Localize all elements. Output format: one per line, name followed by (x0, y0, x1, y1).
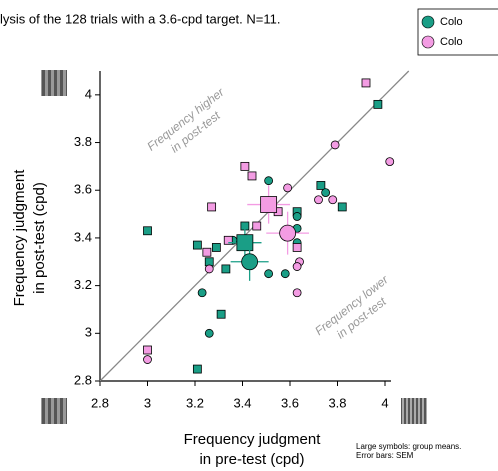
y-tick-label: 4 (85, 86, 92, 101)
point (247, 171, 257, 181)
y-tick-label: 2.8 (74, 372, 92, 387)
grating-icon (41, 398, 67, 424)
point (204, 328, 214, 338)
legend-label: Colo (440, 36, 463, 48)
x-tick-label: 2.8 (91, 395, 109, 410)
y-axis-label: in post-test (cpd) (31, 182, 48, 294)
point (211, 243, 221, 252)
mean-point (279, 224, 297, 242)
point (221, 264, 231, 274)
x-tick-label: 3.2 (186, 395, 204, 410)
point (292, 212, 302, 221)
point (314, 195, 323, 205)
x-tick-label: 3.4 (233, 395, 251, 410)
y-tick-label: 3.4 (74, 229, 92, 244)
legend-marker (421, 35, 435, 49)
point (328, 195, 338, 205)
point (143, 355, 152, 364)
point (337, 202, 347, 212)
point (192, 364, 202, 374)
y-tick-label: 3.2 (74, 277, 92, 292)
point (143, 345, 152, 355)
point (204, 264, 214, 274)
y-tick-label: 3.8 (74, 134, 92, 149)
point (202, 247, 212, 257)
y-tick-label: 3 (85, 325, 92, 340)
x-tick-label: 3.8 (328, 395, 346, 410)
y-tick-label: 3.6 (74, 182, 92, 197)
x-tick-label: 3 (144, 395, 151, 410)
mean-point (236, 234, 254, 252)
legend-marker (421, 15, 435, 29)
point (264, 176, 274, 186)
mean-point (260, 196, 278, 213)
chart-title: lysis of the 128 trials with a 3.6-cpd t… (0, 11, 280, 26)
note: Error bars: SEM (356, 451, 414, 460)
point (316, 181, 326, 190)
grating-icon (401, 398, 427, 424)
legend-label: Colo (440, 16, 463, 28)
grating-icon (41, 70, 67, 96)
x-tick-label: 4 (381, 395, 388, 410)
x-axis-label: in pre-test (cpd) (199, 451, 304, 468)
point (252, 221, 262, 231)
point (192, 240, 202, 250)
note: Large symbols: group means. (356, 442, 461, 451)
point (330, 140, 340, 150)
point (283, 183, 293, 193)
point (292, 288, 302, 298)
x-axis-label: Frequency judgment (184, 431, 322, 448)
point (223, 235, 233, 245)
point (385, 157, 395, 167)
point (292, 262, 302, 271)
point (207, 202, 217, 212)
mean-point (241, 253, 259, 271)
point (197, 288, 207, 298)
point (280, 269, 290, 279)
y-axis-label: Frequency judgment (11, 169, 28, 307)
point (292, 243, 302, 252)
point (264, 269, 274, 279)
point (373, 99, 383, 109)
point (216, 309, 226, 319)
point (240, 161, 250, 171)
x-tick-label: 3.6 (281, 395, 299, 410)
point (143, 226, 152, 236)
point (361, 78, 371, 88)
point (321, 188, 331, 198)
